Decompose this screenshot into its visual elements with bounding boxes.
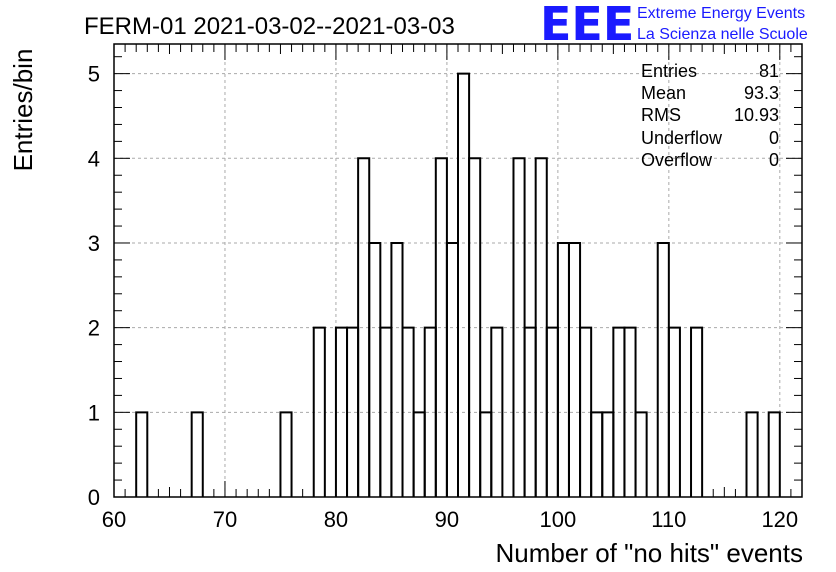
x-axis-label: Number of "no hits" events <box>496 538 804 568</box>
x-tick-label: 100 <box>540 507 577 532</box>
histogram-bin <box>745 411 759 497</box>
histogram-bin <box>567 241 582 497</box>
stat-label-rms: RMS <box>641 105 681 125</box>
histogram-bin <box>135 411 149 497</box>
stat-value-rms: 10.93 <box>734 105 779 125</box>
stats-box: Entries 81 Mean 93.3 RMS 10.93 Underflow… <box>641 61 779 170</box>
histogram-bins <box>135 72 781 497</box>
logo-line-1: Extreme Energy Events <box>637 5 805 22</box>
histogram-bin <box>479 411 493 497</box>
axis-ticks <box>113 44 803 498</box>
histogram-bin <box>601 411 615 497</box>
histogram-bin <box>667 326 681 497</box>
histogram-bin <box>190 411 204 497</box>
x-tick-label: 110 <box>651 507 686 532</box>
histogram-bin <box>368 241 382 497</box>
stat-label-entries: Entries <box>641 61 697 81</box>
histogram-bin <box>445 241 459 497</box>
stat-value-underflow: 0 <box>769 128 779 148</box>
histogram-bin <box>457 72 471 497</box>
tick-labels: 60 70 80 90 100 110 120 0 1 2 3 4 5 <box>88 62 798 532</box>
eee-logo: EEE Extreme Energy Events La Scienza nel… <box>540 0 808 51</box>
histogram-bin <box>767 411 781 497</box>
eee-logo-mark: EEE <box>540 0 634 51</box>
histogram-bin <box>468 157 482 497</box>
chart-title: FERM-01 2021-03-02--2021-03-03 <box>84 13 455 40</box>
y-tick-label: 1 <box>88 400 100 425</box>
y-tick-label: 0 <box>88 485 100 510</box>
stat-value-overflow: 0 <box>769 150 779 170</box>
y-tick-label: 2 <box>88 316 100 341</box>
x-tick-label: 70 <box>213 507 237 532</box>
y-tick-label: 3 <box>88 231 100 256</box>
histogram-bin <box>390 241 404 497</box>
histogram-bin <box>634 411 648 497</box>
stat-label-overflow: Overflow <box>641 150 713 170</box>
x-tick-label: 90 <box>435 507 459 532</box>
x-tick-label: 80 <box>324 507 348 532</box>
stat-label-underflow: Underflow <box>641 128 723 148</box>
x-tick-label: 120 <box>761 507 798 532</box>
y-tick-label: 4 <box>88 146 100 171</box>
histogram-bin <box>279 411 293 497</box>
histogram-bin <box>556 241 570 497</box>
stat-value-entries: 81 <box>759 61 779 81</box>
y-axis-label: Entries/bin <box>8 49 38 172</box>
logo-line-2: La Scienza nelle Scuole <box>637 26 808 43</box>
x-tick-label: 60 <box>102 507 126 532</box>
histogram-bin <box>690 326 704 497</box>
histogram-bin <box>490 326 504 497</box>
stat-value-mean: 93.3 <box>744 83 779 103</box>
y-tick-label: 5 <box>88 62 100 87</box>
histogram-bin <box>590 411 604 497</box>
histogram-bin <box>656 241 670 497</box>
stat-label-mean: Mean <box>641 83 686 103</box>
histogram-bin <box>412 411 426 497</box>
histogram-bin <box>312 326 326 497</box>
